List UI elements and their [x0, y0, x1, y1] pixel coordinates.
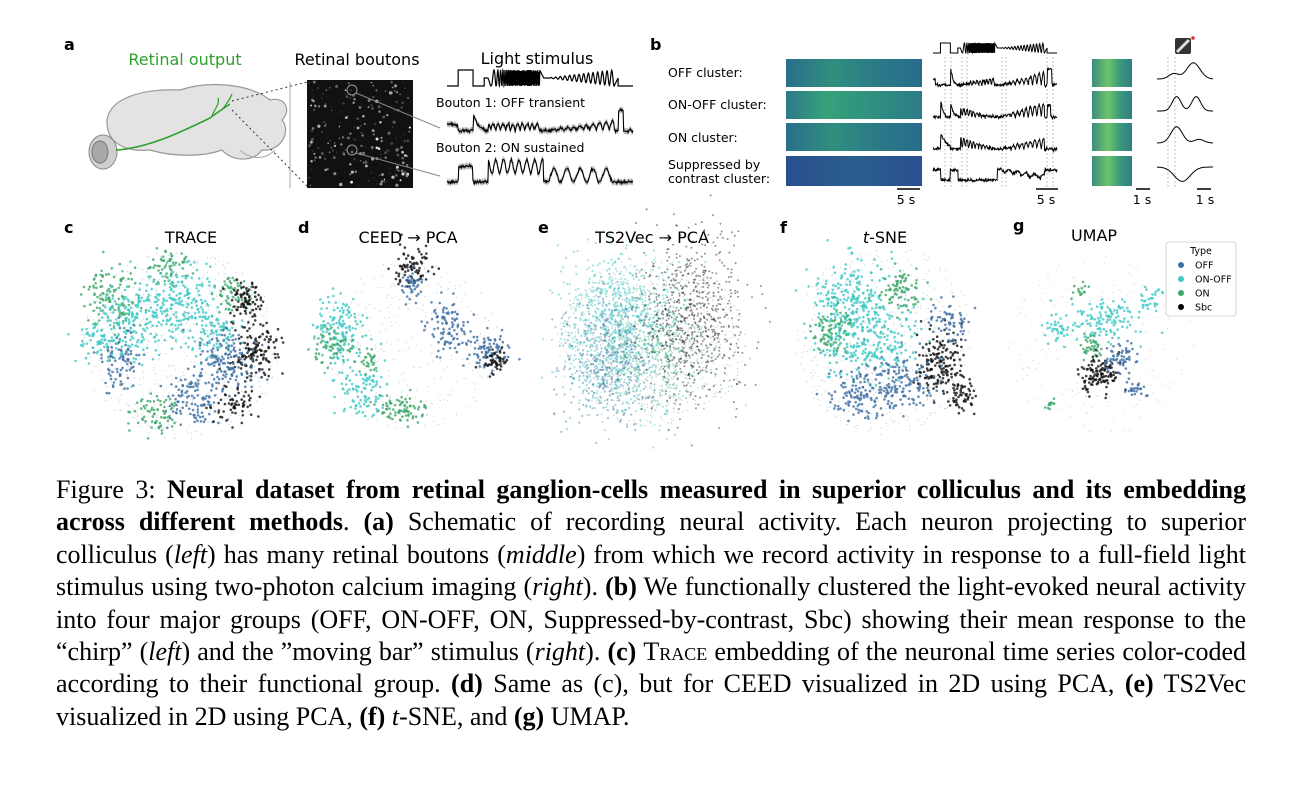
panel-a-label: a	[64, 35, 75, 54]
mean-response-off	[932, 67, 1058, 89]
panel-b-label: b	[650, 35, 661, 54]
caption-figure-number: Figure 3:	[56, 475, 156, 504]
heatmap-chirp-off	[786, 59, 922, 87]
panel-b: b OFF cluster: ON-OFF cluster: ON cluste…	[650, 35, 1214, 207]
panel-g: g UMAP	[1007, 216, 1195, 433]
caption-ref-e: (e)	[1124, 669, 1154, 699]
legend-item-sbc: Sbc	[1195, 303, 1212, 314]
caption-ref-a: (a)	[363, 507, 394, 537]
retinal-boutons-label: Retinal boutons	[294, 50, 419, 69]
bar-response-sbc	[1157, 166, 1213, 182]
bouton-image	[307, 80, 441, 188]
caption-text-a: Schematic of recording neural activity. …	[56, 507, 1247, 569]
cluster-label-sbc-1: Suppressed by	[668, 157, 761, 172]
mean-response-on-off	[932, 101, 1058, 121]
panel-e-title: TS2Vec → PCA	[594, 228, 709, 247]
panel-d-label: d	[298, 218, 309, 237]
caption-text-f: -SNE, and	[399, 701, 514, 731]
bar-response-on-off	[1157, 96, 1213, 112]
heatmap-bar-off	[1092, 59, 1132, 87]
caption-title: Neural dataset from retinal ganglion-cel…	[56, 475, 1247, 537]
moving-bar-icon	[1175, 36, 1195, 54]
scatter-ts2vec-pca	[540, 194, 771, 449]
panel-g-label: g	[1013, 216, 1024, 235]
brain-schematic-icon	[88, 81, 308, 187]
caption-ref-c: (c)	[607, 637, 637, 667]
caption-ref-d: (d)	[451, 669, 483, 699]
cluster-label-off: OFF cluster:	[668, 65, 743, 80]
heatmap-bar-on	[1092, 123, 1132, 151]
panel-f-label: f	[780, 218, 788, 237]
panel-e: e TS2Vec → PCA	[538, 194, 771, 449]
mean-response-on	[932, 134, 1058, 154]
bar-response-on	[1156, 126, 1213, 144]
legend: Type OFF ON-OFF ON Sbc	[1165, 241, 1237, 317]
caption-ref-b: (b)	[605, 572, 637, 602]
cluster-label-on-off: ON-OFF cluster:	[668, 97, 767, 112]
caption-text-a3: ) from which we record activity in respo…	[56, 539, 1246, 602]
scale-label-2: 5 s	[1037, 192, 1055, 207]
legend-item-on-off: ON-OFF	[1195, 275, 1232, 286]
caption-italic-right: right	[532, 572, 583, 602]
panel-c-label: c	[64, 218, 73, 237]
panel-c: c TRACE	[64, 218, 285, 440]
caption-text-d: Same as (c), but for CEED visualized in …	[482, 669, 1125, 699]
mean-response-sbc	[932, 166, 1058, 184]
bar-response-off	[1157, 62, 1214, 80]
panel-f: f t-SNE	[780, 218, 977, 435]
scatter-umap	[1007, 256, 1195, 433]
heatmap-chirp-sbc	[786, 156, 922, 186]
legend-marker-sbc	[1178, 304, 1184, 310]
caption-italic-left: left	[173, 539, 208, 569]
figure-caption: Figure 3: Neural dataset from retinal ga…	[56, 475, 1247, 731]
retinal-output-label: Retinal output	[128, 50, 241, 69]
legend-marker-off	[1178, 262, 1184, 268]
caption-ref-f: (f)	[359, 701, 386, 731]
panel-d-title: CEED → PCA	[358, 228, 457, 247]
heatmap-bar-on-off	[1092, 91, 1132, 119]
scatter-trace	[67, 247, 285, 440]
panel-c-title: TRACE	[164, 228, 217, 247]
panel-e-label: e	[538, 218, 549, 237]
bouton1-label: Bouton 1: OFF transient	[436, 95, 585, 110]
cluster-label-sbc-2: contrast cluster:	[668, 171, 770, 186]
caption-text-b3: ).	[585, 637, 608, 667]
scatter-tsne	[794, 239, 977, 435]
heatmap-chirp-on-off	[786, 91, 922, 119]
caption-text-b: We functionally clustered the light-evok…	[56, 572, 1246, 667]
scale-label-1: 5 s	[897, 192, 915, 207]
legend-item-on: ON	[1195, 289, 1210, 300]
light-stimulus-label: Light stimulus	[481, 49, 594, 68]
panel-f-title: t-SNE	[863, 228, 907, 247]
cluster-label-on: ON cluster:	[668, 130, 738, 145]
caption-italic-left-2: left	[148, 637, 182, 667]
caption-italic-t: t	[391, 701, 400, 731]
heatmap-bar-sbc	[1092, 156, 1132, 186]
panel-d: d CEED → PCA	[298, 218, 521, 429]
legend-title: Type	[1189, 246, 1212, 257]
caption-text-a2: ) has many retinal boutons (	[207, 539, 506, 569]
caption-text-e: TS2Vec visualized in 2D using PCA,	[56, 669, 1246, 731]
caption-italic-middle: middle	[505, 539, 577, 569]
figure-3: a Retinal output Retinal boutons Light s…	[64, 35, 1237, 449]
caption-text-a4: ).	[582, 572, 606, 602]
caption-text-b2: ) and the ”moving bar” stimulus (	[181, 637, 535, 667]
panel-a: a Retinal output Retinal boutons Light s…	[64, 35, 634, 188]
scatter-ceed-pca	[307, 233, 521, 429]
scale-label-3: 1 s	[1133, 192, 1151, 207]
heatmap-chirp-on	[786, 123, 922, 151]
light-stimulus-trace	[447, 68, 633, 89]
caption-text-g: UMAP.	[544, 701, 630, 731]
panel-g-title: UMAP	[1071, 226, 1117, 245]
bouton2-label: Bouton 2: ON sustained	[436, 140, 584, 155]
legend-marker-on-off	[1178, 276, 1184, 282]
scale-label-4: 1 s	[1196, 192, 1214, 207]
legend-marker-on	[1178, 290, 1184, 296]
caption-text-c: embedding of the neuronal time series co…	[56, 637, 1246, 699]
legend-item-off: OFF	[1195, 261, 1213, 272]
caption-ref-g: (g)	[513, 701, 545, 731]
caption-trace-name: Trace	[643, 637, 708, 667]
caption-italic-right-2: right	[534, 637, 586, 667]
